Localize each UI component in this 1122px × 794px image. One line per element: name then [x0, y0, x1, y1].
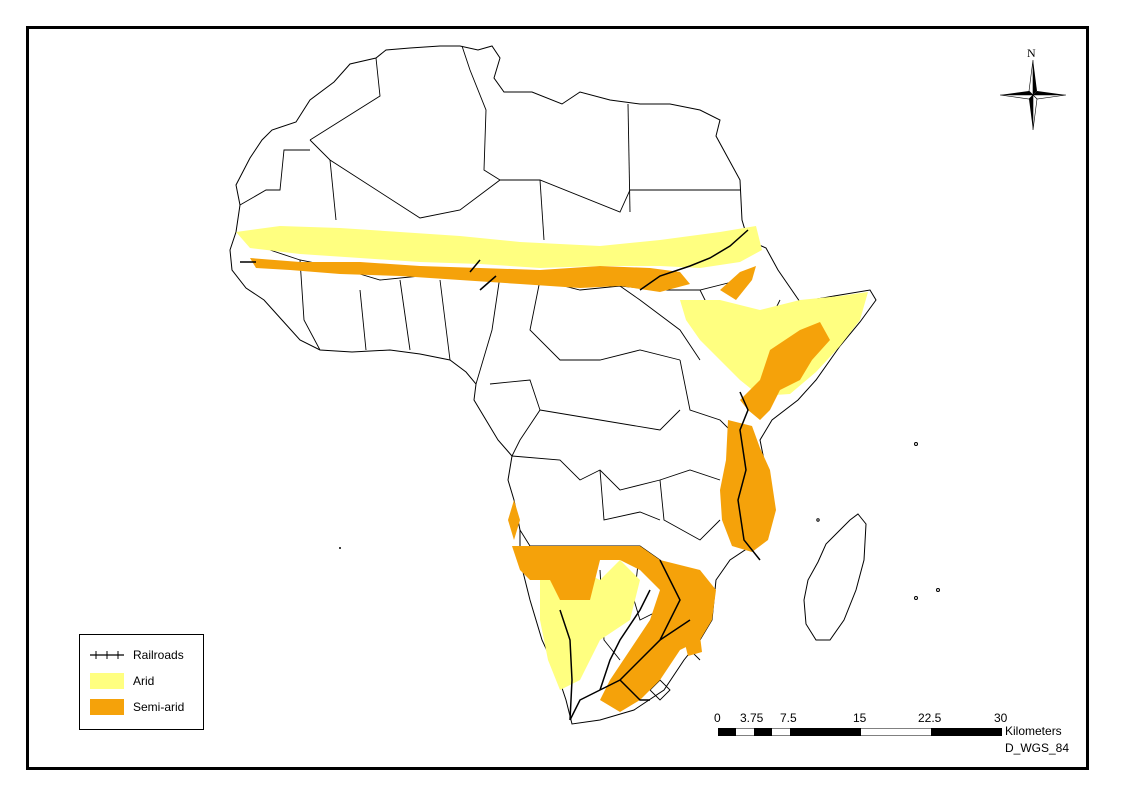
- legend-item-arid: Arid: [90, 671, 200, 693]
- madagascar: [803, 513, 867, 641]
- legend-label: Semi-arid: [133, 700, 185, 714]
- semi-arid-zones: [250, 258, 830, 712]
- scale-tick-label: 15: [853, 711, 867, 725]
- scale-tick-label: 7.5: [780, 711, 797, 725]
- north-label: N: [1027, 46, 1036, 60]
- island: [816, 518, 820, 522]
- legend-label: Railroads: [133, 648, 184, 662]
- scale-unit-label: Kilometers: [1005, 724, 1062, 738]
- railroads: [240, 229, 761, 721]
- scale-tick-label: 3.75: [740, 711, 764, 725]
- scale-tick-label: 22.5: [918, 711, 942, 725]
- scale-tick-label: 0: [714, 711, 721, 725]
- island: [914, 442, 918, 446]
- datum-label: D_WGS_84: [1005, 741, 1070, 755]
- island: [339, 547, 341, 549]
- legend-item-railroads: Railroads: [90, 645, 200, 667]
- legend-label: Arid: [133, 674, 155, 688]
- scale-bar-graphic: [718, 728, 1002, 736]
- compass-rose-icon: [1000, 60, 1066, 130]
- island: [936, 588, 940, 592]
- island: [914, 596, 918, 600]
- map-legend: Railroads Arid Semi-arid: [79, 634, 204, 730]
- arid-swatch: [90, 673, 124, 689]
- africa-landmass: [229, 45, 877, 725]
- legend-item-semi-arid: Semi-arid: [90, 697, 200, 719]
- railroad-line-icon: [90, 651, 124, 659]
- scale-tick-label: 30: [994, 711, 1008, 725]
- semi-arid-swatch: [90, 699, 124, 715]
